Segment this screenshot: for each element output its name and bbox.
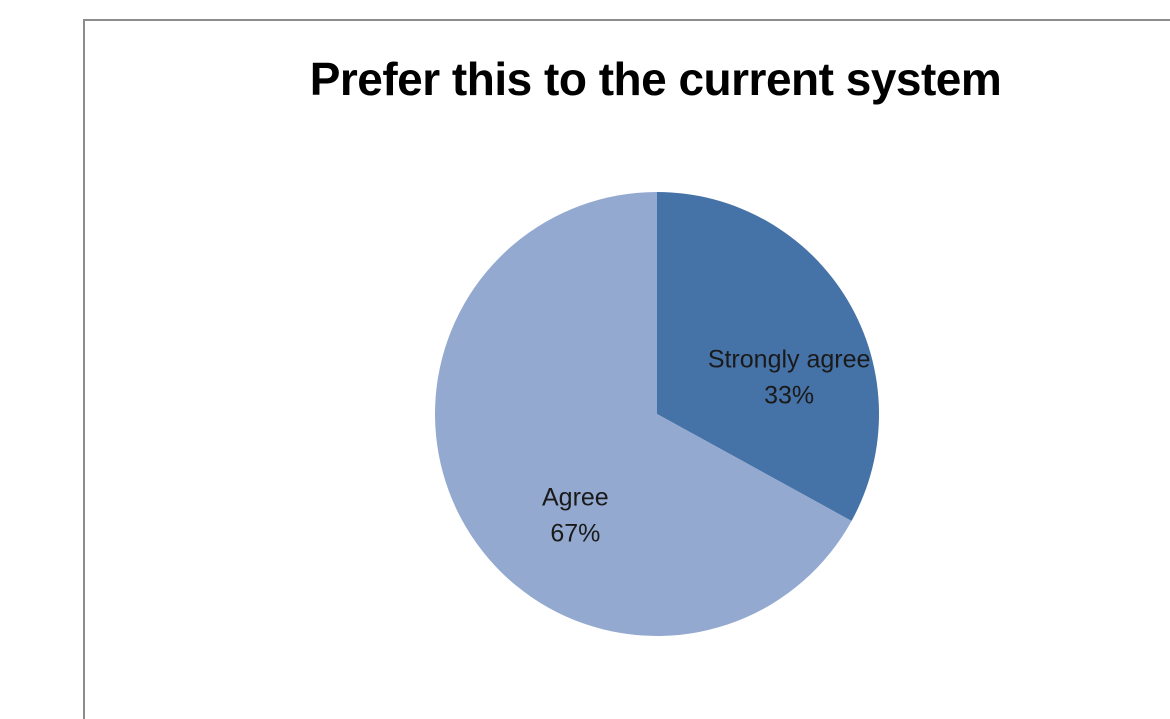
pie-slice-strongly-agree	[657, 192, 880, 521]
slice-percent-label: 67%	[550, 520, 600, 548]
slice-label: Strongly agree	[708, 345, 871, 373]
pie-chart: Strongly agree 33% Agree 67%	[435, 192, 880, 637]
slice-label: Agree	[542, 484, 609, 512]
pie-slice-agree	[435, 192, 852, 637]
chart-title: Prefer this to the current system	[309, 53, 1002, 105]
slice-percent-label: 33%	[764, 381, 814, 409]
